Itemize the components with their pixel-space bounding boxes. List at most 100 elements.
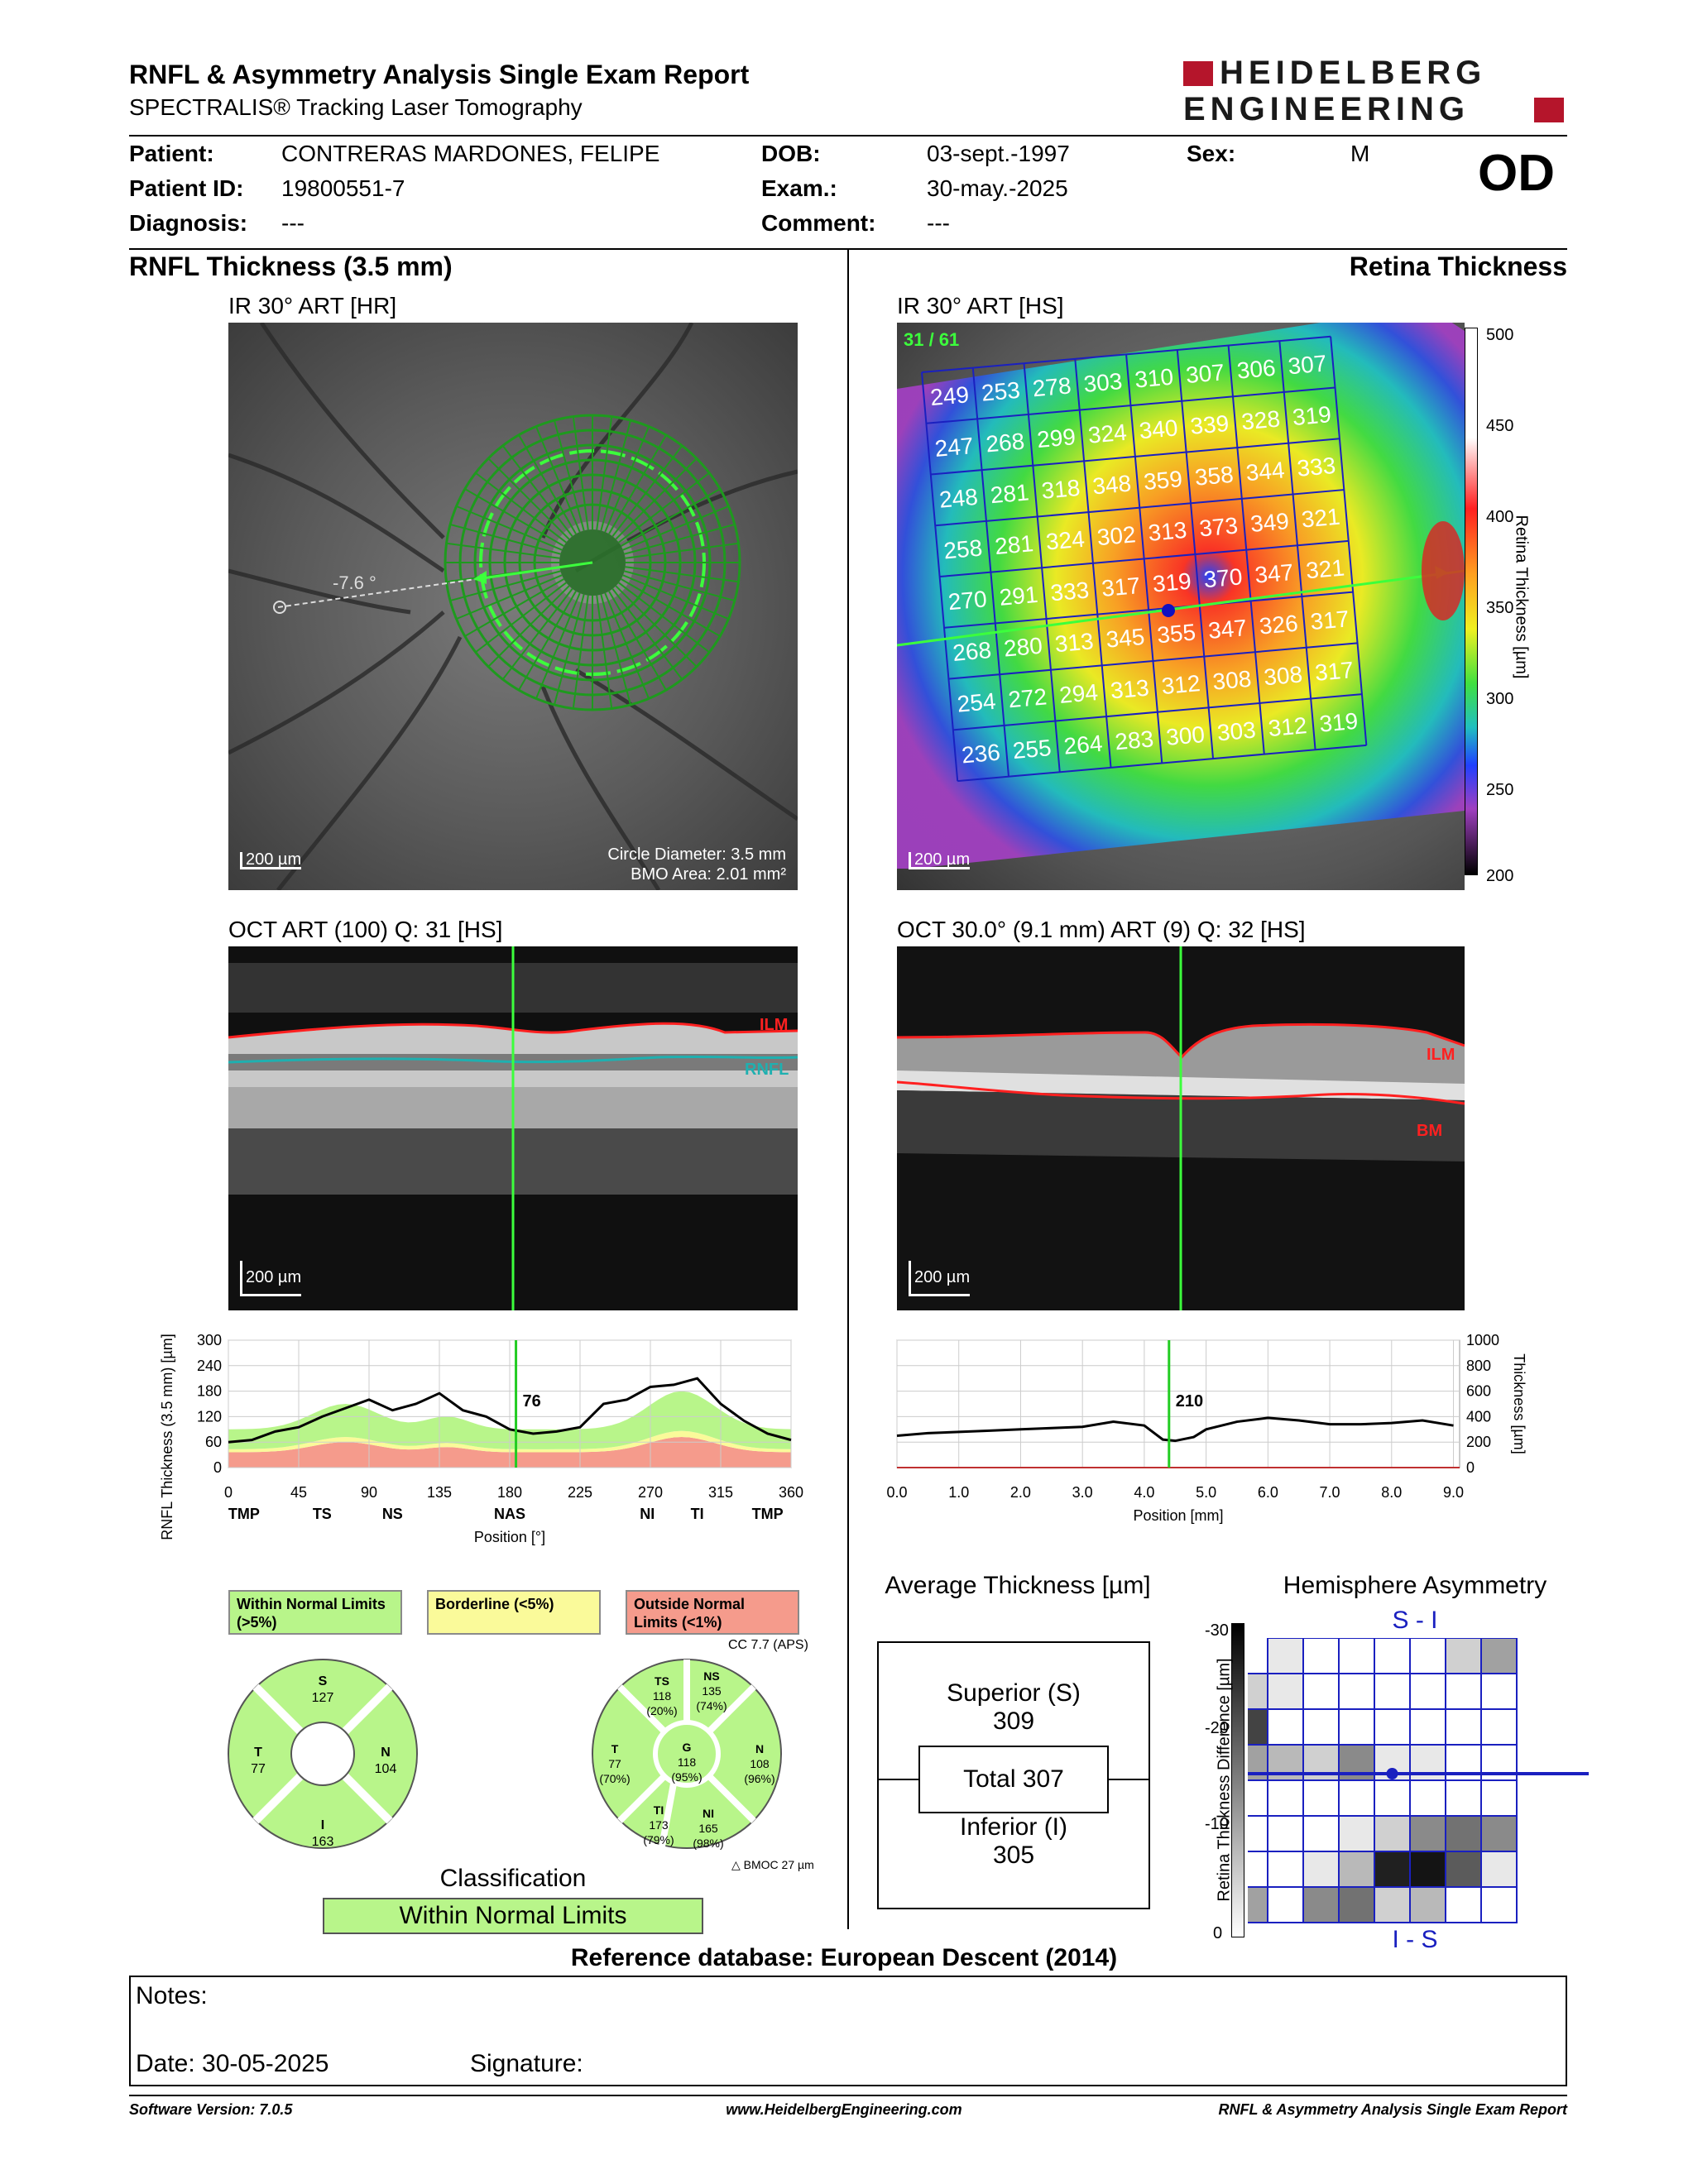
asymmetry-cell [1409, 1886, 1446, 1923]
grid-thickness-value: 321 [1301, 504, 1341, 533]
rnfl-ytick: 180 [197, 1383, 222, 1400]
asymmetry-cell [1409, 1673, 1446, 1710]
grid-thickness-value: 303 [1082, 368, 1123, 397]
ir-hs-title: IR 30° ART [HS] [897, 293, 1064, 318]
grid-thickness-value: 340 [1138, 414, 1178, 443]
detail-ni-value: 165 [698, 1822, 718, 1835]
dob: 03-sept.-1997 [927, 141, 1070, 166]
oct-right-scale: 200 µm [909, 1261, 971, 1296]
scan-spoke [572, 595, 589, 709]
retina-ytick: 0 [1466, 1459, 1475, 1476]
legend-borderline: Borderline (<5%) [427, 1590, 601, 1635]
grid-thickness-value: 359 [1143, 466, 1183, 495]
superior-label: Superior (S) [947, 1679, 1081, 1707]
asymmetry-colorbar [1231, 1623, 1244, 1937]
scan-spoke [622, 574, 729, 620]
asymmetry-cell [1338, 1708, 1375, 1746]
asymmetry-cell [1480, 1708, 1518, 1746]
scan-spoke [475, 472, 567, 544]
notes-date: Date: 30-05-2025 [136, 2050, 329, 2077]
reference-database: Reference database: European Descent (20… [570, 1944, 1118, 1971]
website-link[interactable]: www.HeidelbergEngineering.com [726, 2101, 962, 2118]
retina-xtick: 6.0 [1258, 1484, 1278, 1501]
simple-s-label: S [318, 1674, 328, 1688]
ir-hr-title: IR 30° ART [HR] [228, 293, 397, 318]
grid-thickness-value: 326 [1259, 611, 1299, 639]
report-subtitle: SPECTRALIS® Tracking Laser Tomography [129, 94, 583, 120]
asymmetry-cell [1267, 1851, 1304, 1888]
scan-spoke [625, 566, 739, 583]
hemisphere-title: Hemisphere Asymmetry [1283, 1572, 1547, 1599]
rnfl-xtick: 315 [708, 1484, 733, 1501]
scan-spoke [449, 523, 561, 555]
asymmetry-cell [1374, 1638, 1411, 1674]
grid-thickness-value: 253 [981, 377, 1021, 406]
borderline-band [228, 1430, 791, 1453]
dob-label: DOB: [761, 141, 821, 166]
grid-thickness-value: 306 [1236, 355, 1277, 384]
grid-thickness-value: 317 [1314, 657, 1355, 686]
scan-spoke [615, 457, 698, 540]
scan-spoke [572, 416, 589, 530]
scan-spoke [608, 434, 667, 534]
patient-name: CONTRERAS MARDONES, FELIPE [281, 141, 660, 166]
colorbar-tick-250: 250 [1486, 781, 1514, 799]
detail-n-pct: (96%) [744, 1772, 775, 1785]
retina-ytick: 600 [1466, 1383, 1491, 1400]
hemisphere-top-label: S - I [1392, 1607, 1438, 1634]
scan-spoke [621, 488, 721, 547]
grid-thickness-value: 302 [1096, 521, 1137, 550]
bmoc-label: △ BMOC 27 µm [731, 1858, 814, 1871]
grid-thickness-value: 291 [998, 582, 1038, 611]
rnfl-xtick: 270 [638, 1484, 663, 1501]
colorbar-tick-450: 450 [1486, 417, 1514, 435]
asymmetry-cell [1374, 1779, 1411, 1817]
asymmetry-cell [1338, 1851, 1375, 1888]
oct-right-image: ILM BM 200 µm [897, 946, 1465, 1310]
retina-ytick: 1000 [1466, 1334, 1499, 1348]
rnfl-series-line [228, 1377, 792, 1444]
detail-ni-label: NI [703, 1807, 714, 1820]
scan-spoke [446, 542, 560, 559]
exam-date: 30-may.-2025 [927, 175, 1068, 201]
retina-xtick: 7.0 [1320, 1484, 1340, 1501]
grid-thickness-value: 249 [929, 381, 970, 410]
asymmetry-ylabel: Retina Thickness Difference [µm] [1215, 1658, 1234, 1902]
rnfl-ytick: 300 [197, 1334, 222, 1348]
scan-spoke [615, 585, 698, 668]
rnfl-profile-chart: 300 240 180 120 60 00 45 90 135 180 225 270 315 360 TM… [159, 1334, 803, 1545]
asymmetry-cell [1480, 1779, 1518, 1817]
notes-box[interactable] [129, 1976, 1567, 2086]
grid-thickness-value: 248 [938, 484, 979, 513]
eye-label: OD [1478, 145, 1555, 202]
asymmetry-cell [1445, 1779, 1482, 1817]
asymmetry-cell [1480, 1886, 1518, 1923]
scan-spoke [535, 592, 581, 699]
asymmetry-cell [1248, 1708, 1268, 1746]
total-connector-right [1109, 1779, 1150, 1780]
diagnosis: --- [281, 210, 305, 236]
asym-tick-30: -30 [1205, 1621, 1229, 1640]
grid-thickness-value: 307 [1185, 359, 1225, 388]
ir-fundus-image: -7.6 ° 200 µm Circle Diameter: 3.5 mm BM… [228, 323, 798, 890]
asymmetry-cell [1302, 1708, 1340, 1746]
grid-thickness-value: 255 [1012, 735, 1053, 764]
detail-g-value: 118 [677, 1755, 697, 1769]
asymmetry-cell [1409, 1638, 1446, 1674]
footer-report-name: RNFL & Asymmetry Analysis Single Exam Re… [1218, 2101, 1567, 2118]
retina-xlabel: Position [mm] [1133, 1507, 1223, 1524]
grid-line [957, 744, 1367, 783]
grid-line [1330, 336, 1368, 745]
asymmetry-cell [1374, 1851, 1411, 1888]
grid-thickness-value: 355 [1156, 619, 1196, 648]
retina-xtick: 8.0 [1381, 1484, 1402, 1501]
notes-label: Notes: [136, 1982, 208, 2009]
simple-n-value: 104 [374, 1762, 397, 1776]
simple-n-label: N [381, 1746, 391, 1760]
retina-section-title: Retina Thickness [1349, 251, 1567, 281]
retina-cursor-value: 210 [1176, 1392, 1203, 1410]
software-version: Software Version: 7.0.5 [129, 2101, 293, 2118]
rnfl-xtick: 360 [779, 1484, 803, 1501]
detail-ts-label: TS [655, 1674, 669, 1688]
grid-thickness-value: 319 [1318, 708, 1359, 737]
